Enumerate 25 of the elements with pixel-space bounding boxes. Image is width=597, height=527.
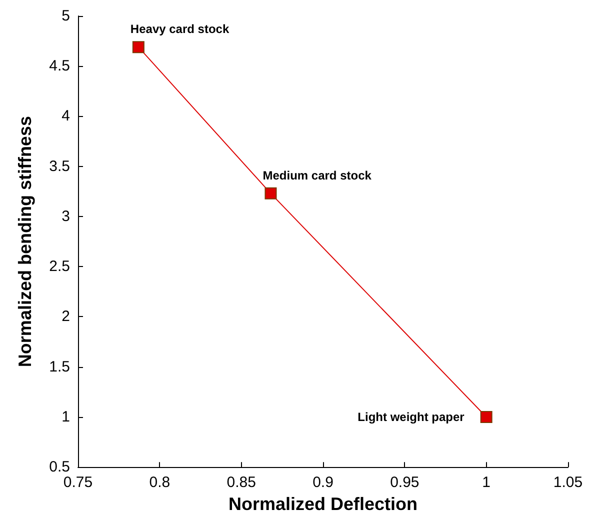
x-tick-label: 0.95 <box>390 474 420 492</box>
y-tick-label: 0.5 <box>49 458 70 476</box>
x-tick-label: 0.85 <box>226 474 256 492</box>
point <box>264 187 277 200</box>
y-tick-label: 3.5 <box>49 158 70 175</box>
x-axis-title: Normalized Deflection <box>228 494 418 514</box>
x-tick-label: 1 <box>482 474 491 492</box>
y-tick-label: 2 <box>62 308 70 326</box>
x-tick-label: 0.9 <box>312 474 334 492</box>
y-tick-label: 2.5 <box>49 258 70 276</box>
x-tick-label: 0.8 <box>149 474 170 492</box>
y-tick-label: 4 <box>62 108 70 125</box>
annotation: Light weight paper <box>358 410 465 424</box>
point <box>132 41 144 54</box>
y-tick-label: 1.5 <box>49 358 70 376</box>
point <box>480 410 492 423</box>
y-tick-label: 4.5 <box>49 58 70 75</box>
annotation: Medium card stock <box>262 168 372 182</box>
y-tick-label: 5 <box>62 8 70 24</box>
annotation: Heavy card stock <box>130 22 230 36</box>
y-tick-label: 3 <box>62 208 70 225</box>
x-tick-label: 0.75 <box>63 474 93 492</box>
y-axis-title: Normalized bending stiffness <box>15 116 35 368</box>
x-tick-label: 1.05 <box>553 474 583 492</box>
y-tick-label: 1 <box>62 408 70 426</box>
